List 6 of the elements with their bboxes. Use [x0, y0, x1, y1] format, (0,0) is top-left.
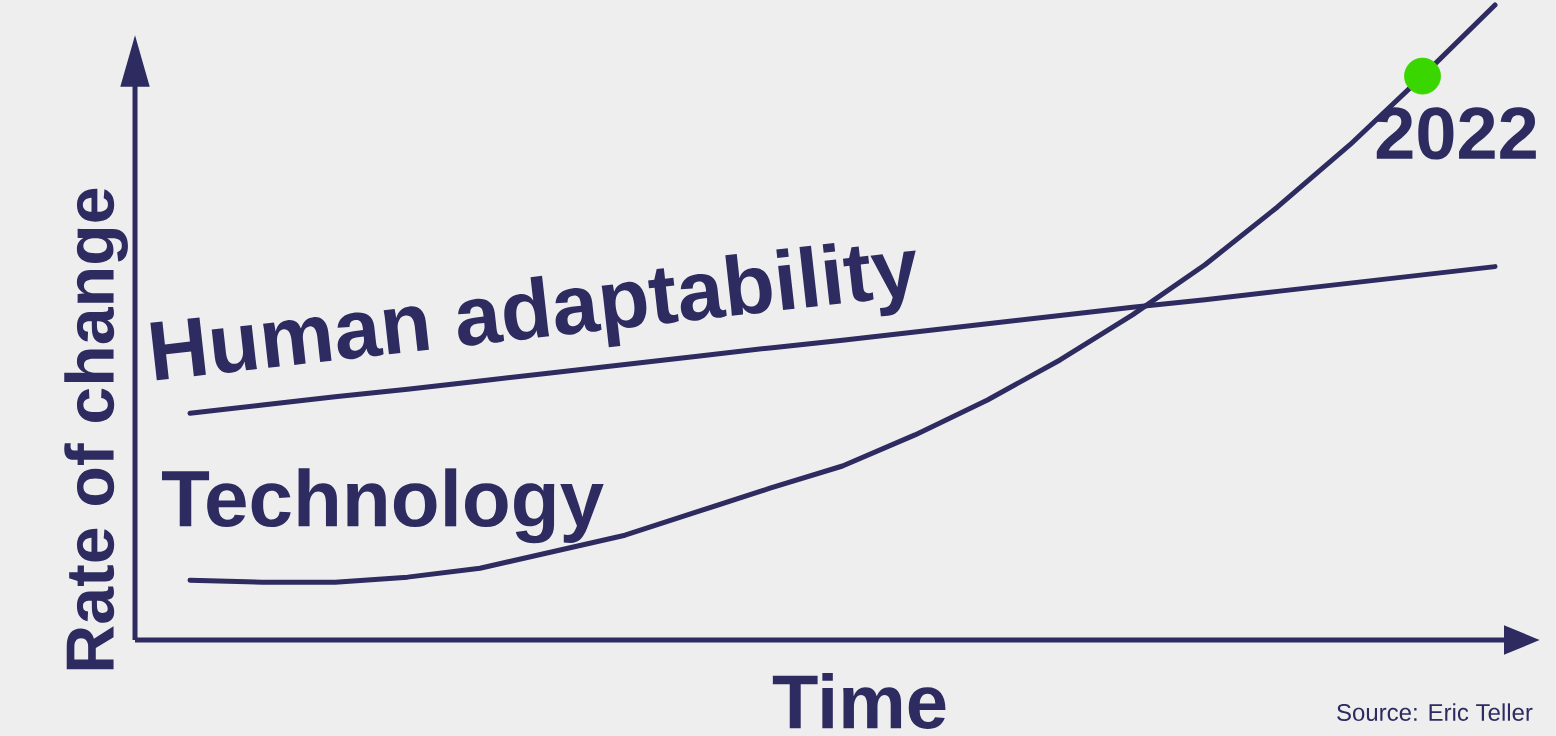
legend-label: 2022	[1376, 107, 1536, 160]
source-note: Source: Eric Teller	[1337, 703, 1533, 721]
x-axis-title: Time	[772, 673, 946, 729]
text: Human adaptability	[150, 243, 916, 381]
series-label: Technology	[161, 468, 604, 544]
y-axis-title: Rate of change	[64, 188, 128, 670]
